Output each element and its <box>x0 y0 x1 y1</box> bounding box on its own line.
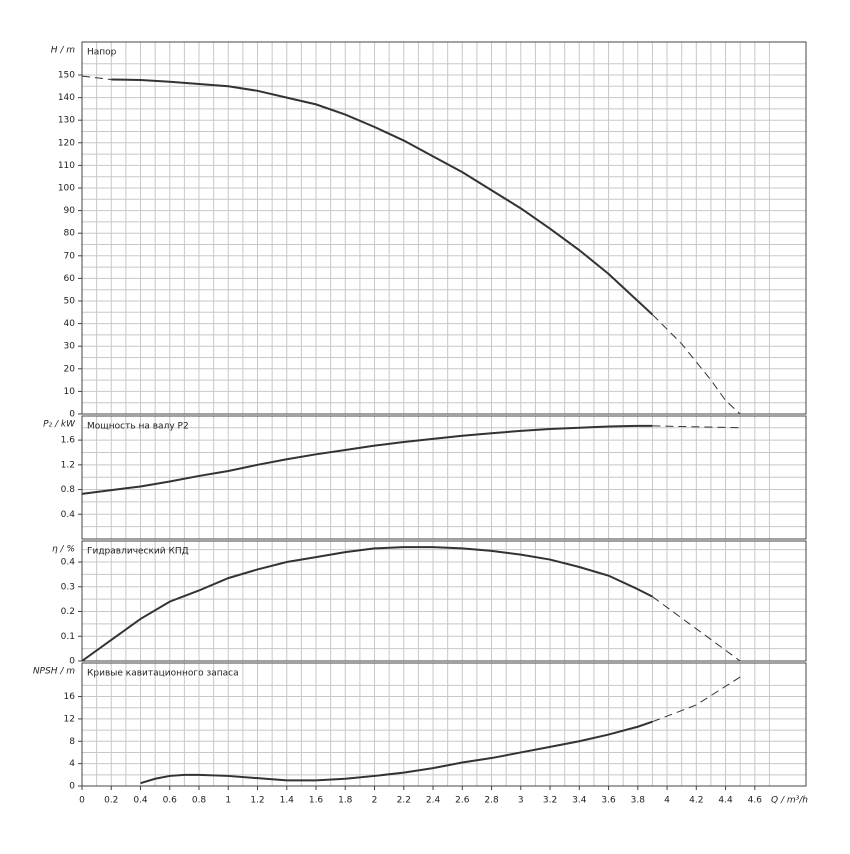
y-tick-label: 1.6 <box>61 436 76 446</box>
x-tick-label: 2.8 <box>484 796 499 806</box>
y-tick-label: 1.2 <box>61 460 75 470</box>
y-tick-label: 60 <box>64 274 76 284</box>
y-tick-label: 0.3 <box>61 582 75 592</box>
y-axis-label: P₂ / kW <box>43 420 76 430</box>
extrapolated-curve <box>652 425 741 429</box>
y-tick-label: 70 <box>64 251 76 261</box>
y-tick-label: 140 <box>58 93 75 103</box>
panel-frame <box>81 41 807 415</box>
y-tick-label: 120 <box>58 138 75 148</box>
x-tick-label: 0.2 <box>104 796 118 806</box>
x-tick-label: 4.4 <box>718 796 733 806</box>
y-tick-label: 0.4 <box>61 510 76 520</box>
curve <box>81 424 653 495</box>
y-tick-label: 110 <box>58 161 75 171</box>
x-axis-label: Q / m³/h <box>771 796 808 806</box>
y-tick-label: 8 <box>69 737 75 747</box>
y-tick-label: 0.1 <box>61 632 75 642</box>
x-tick-label: 0.6 <box>163 796 178 806</box>
y-tick-label: 130 <box>58 116 75 126</box>
y-tick-label: 90 <box>64 206 76 216</box>
curve <box>81 546 653 662</box>
extrapolated-curve <box>652 676 741 723</box>
y-tick-label: 100 <box>58 183 75 193</box>
y-axis-label: η / % <box>52 545 75 555</box>
panel-title: Мощность на валу P2 <box>87 422 189 432</box>
extrapolated-curve <box>81 75 741 415</box>
y-tick-label: 50 <box>64 296 76 306</box>
y-tick-label: 80 <box>64 229 76 239</box>
curve <box>140 720 653 785</box>
y-tick-label: 0 <box>69 657 75 667</box>
x-tick-label: 3.2 <box>543 796 557 806</box>
y-tick-label: 40 <box>64 319 76 329</box>
x-tick-label: 3.8 <box>631 796 646 806</box>
x-tick-label: 2.4 <box>426 796 441 806</box>
x-tick-label: 1 <box>225 796 231 806</box>
x-tick-label: 1.2 <box>250 796 264 806</box>
x-tick-label: 3 <box>518 796 524 806</box>
panel-frame <box>81 415 807 540</box>
panel-title: Гидравлический КПД <box>87 547 189 557</box>
x-tick-label: 3.6 <box>601 796 616 806</box>
x-tick-label: 4.2 <box>689 796 703 806</box>
y-tick-label: 30 <box>64 342 76 352</box>
x-tick-label: 4.6 <box>748 796 763 806</box>
y-tick-label: 10 <box>64 387 76 397</box>
y-tick-label: 0 <box>69 410 75 420</box>
x-tick-label: 0.8 <box>192 796 207 806</box>
x-tick-label: 4 <box>664 796 670 806</box>
y-tick-label: 0 <box>69 782 75 792</box>
x-tick-label: 1.6 <box>309 796 324 806</box>
extrapolated-curve <box>652 596 741 662</box>
y-axis-label: H / m <box>51 46 76 56</box>
x-tick-label: 2.6 <box>455 796 470 806</box>
curve <box>111 78 654 316</box>
x-tick-label: 1.4 <box>280 796 295 806</box>
panel-frame <box>81 540 807 662</box>
panel-frame <box>81 662 807 787</box>
x-tick-label: 0 <box>79 796 85 806</box>
y-tick-label: 0.2 <box>61 607 75 617</box>
y-tick-label: 20 <box>64 364 76 374</box>
y-tick-label: 4 <box>69 759 75 769</box>
y-tick-label: 16 <box>64 692 76 702</box>
panel-title: Кривые кавитационного запаса <box>87 669 239 679</box>
y-tick-label: 0.8 <box>61 485 76 495</box>
y-tick-label: 0.4 <box>61 558 76 568</box>
y-axis-label: NPSH / m <box>33 667 75 677</box>
x-tick-label: 0.4 <box>133 796 148 806</box>
y-tick-label: 12 <box>64 714 75 724</box>
x-tick-label: 2.2 <box>397 796 411 806</box>
x-tick-label: 3.4 <box>572 796 587 806</box>
x-tick-label: 1.8 <box>338 796 353 806</box>
y-tick-label: 150 <box>58 70 75 80</box>
x-tick-label: 2 <box>372 796 378 806</box>
panel-title: Напор <box>87 48 117 58</box>
